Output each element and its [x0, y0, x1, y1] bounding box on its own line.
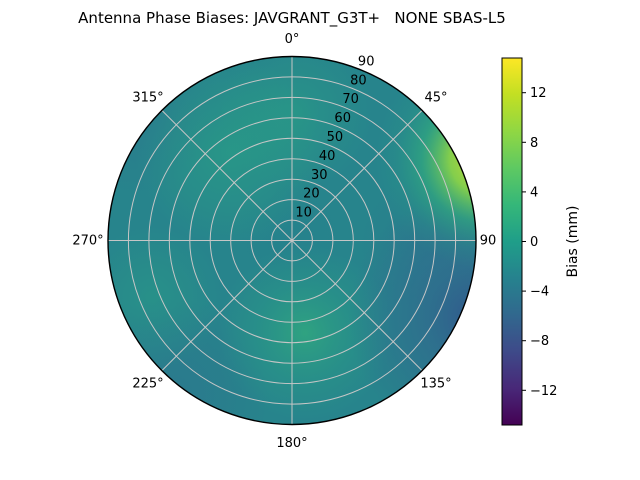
radial-label-20: 20	[303, 187, 320, 202]
colorbar-label-8: 8	[530, 136, 538, 151]
colorbar-axis-label: Bias (mm)	[565, 205, 581, 277]
radial-label-10: 10	[295, 206, 312, 221]
radial-label-60: 60	[334, 111, 351, 126]
angular-label-45: 45°	[424, 91, 447, 106]
grid-spoke-nw-se	[161, 110, 423, 371]
colorbar-label-4: 4	[530, 185, 538, 200]
polar-outline	[107, 55, 477, 426]
colorbar-gradient	[501, 57, 523, 426]
colorbar-label-m8: −8	[530, 334, 549, 349]
angular-tick-labels: 0° 45° 90 135° 180° 225° 270° 315°	[72, 32, 496, 451]
radial-label-90: 90	[358, 55, 375, 70]
angular-label-90: 90	[480, 234, 497, 249]
colorbar-ticks	[522, 92, 526, 391]
angular-label-315: 315°	[132, 91, 163, 106]
radial-label-80: 80	[350, 73, 367, 88]
radial-label-30: 30	[311, 168, 328, 183]
colorbar-label-12: 12	[530, 86, 547, 101]
radial-label-50: 50	[327, 130, 344, 145]
polar-grid	[107, 55, 477, 426]
colorbar: 12 8 4 0 −4 −8 −12 Bias (mm)	[501, 57, 581, 426]
angular-label-180: 180°	[276, 436, 307, 451]
radial-label-70: 70	[342, 92, 359, 107]
angular-label-135: 135°	[420, 377, 451, 392]
angular-label-270: 270°	[72, 234, 103, 249]
angular-label-0: 0°	[285, 32, 300, 47]
colorbar-tick-labels: 12 8 4 0 −4 −8 −12	[530, 86, 557, 399]
colorbar-label-m12: −12	[530, 384, 557, 399]
angular-label-225: 225°	[132, 377, 163, 392]
colorbar-label-0: 0	[530, 235, 538, 250]
colorbar-label-m4: −4	[530, 285, 549, 300]
chart-title: Antenna Phase Biases: JAVGRANT_G3T+ NONE…	[78, 9, 506, 28]
radial-label-40: 40	[319, 149, 336, 164]
radial-tick-labels: 10 20 30 40 50 60 70 80 90	[295, 55, 374, 221]
